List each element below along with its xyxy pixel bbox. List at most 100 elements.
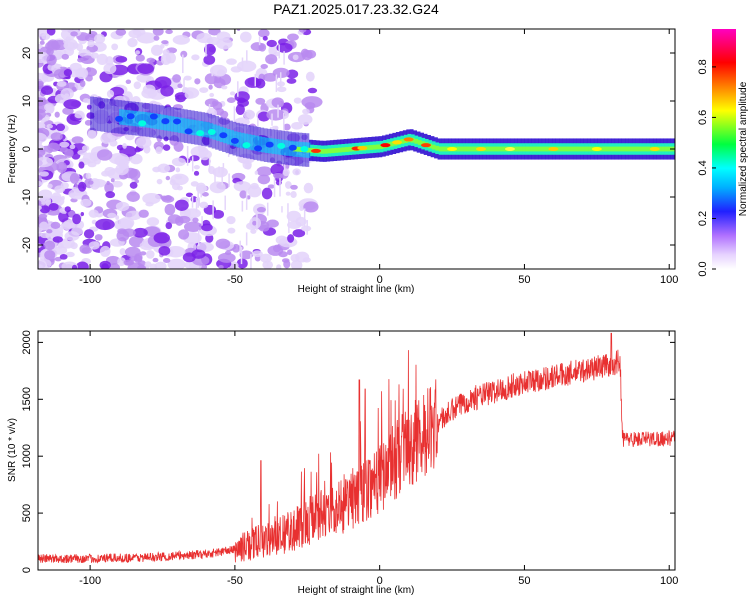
noise-blob [118,217,135,229]
noise-blob [200,155,209,161]
ridge-core [251,134,255,151]
ridge-peak [602,146,606,152]
noise-blob [177,83,183,89]
noise-blob [111,43,119,51]
ridge-peak [605,146,610,152]
ridge-peak [643,146,648,152]
noise-streak [195,197,198,213]
noise-blob [251,250,263,258]
noise-blob [201,192,209,197]
ridge-peak [546,146,551,152]
noise-blob [79,80,86,87]
ridge-halo [100,98,105,132]
noise-blob [180,50,188,58]
ridge-peak [348,146,353,152]
noise-blob [174,216,184,226]
noise-blob [281,258,290,263]
noise-blob [71,86,77,91]
noise-blob [183,221,203,233]
noise-blob [305,71,315,82]
ridge-peak [324,148,328,154]
noise-blob [116,229,130,242]
spectrogram-y-ticks: -20 -10 0 10 20 [21,47,675,253]
ridge-peak [612,146,617,152]
noise-streak [183,78,185,93]
noise-blob [165,52,177,64]
noise-blob [239,250,254,260]
noise-blob [88,241,100,250]
noise-blob [271,97,284,108]
noise-blob [88,209,99,218]
noise-blob [165,246,186,258]
ridge-core [139,111,144,127]
ridge-peak [463,146,467,152]
ridge-peak [629,146,634,152]
ridge-core [122,109,127,126]
noise-blob [282,168,290,177]
noise-blob [235,104,245,116]
ridge-peak [532,146,537,152]
noise-blob [201,223,213,232]
ridge-peak [296,146,301,152]
noise-blob [80,55,95,64]
noise-blob [143,145,151,154]
noise-blob [276,86,287,93]
noise-blob [197,144,206,153]
noise-blob [100,133,113,144]
noise-blob [78,161,85,169]
ridge-core [132,110,137,127]
noise-blob [266,39,277,48]
noise-streak [218,166,220,174]
y-tick-label: 2000 [21,330,33,354]
noise-blob [209,64,228,77]
noise-streak [241,57,244,70]
noise-blob [46,54,57,66]
snr-y-ticks: 0 500 1000 1500 2000 [21,330,675,573]
ridge-peak [563,146,568,152]
colorbar-tick-label: 0.0 [697,261,709,276]
noise-blob [112,180,123,188]
snr-series-line [38,332,675,564]
noise-blob [163,258,171,263]
ridge-peak [567,146,572,152]
noise-blob [217,252,236,263]
noise-blob [63,69,73,77]
noise-blob [152,257,159,263]
ridge-blob [172,118,181,125]
noise-blob [287,234,295,243]
noise-blob [63,99,81,110]
noise-blob [292,54,299,61]
noise-blob [137,63,154,74]
noise-blob [38,243,42,249]
ridge-blob [219,132,228,139]
noise-blob [109,263,120,269]
ridge-peak [431,144,436,150]
noise-streak [279,72,282,89]
noise-blob [257,174,271,185]
ridge-peak [414,138,419,144]
ridge-peak [615,146,620,152]
noise-blob [57,243,64,249]
noise-blob [59,254,68,260]
x-tick-label: 0 [377,575,383,587]
noise-blob [44,250,56,261]
noise-blob [172,74,182,83]
noise-blob [290,254,300,262]
colorbar-tick-label: 0.8 [697,59,709,74]
noise-blob [91,178,107,188]
noise-blob [77,149,87,156]
noise-blob [56,80,67,87]
ridge-peak [334,147,339,153]
ridge-peak [376,144,380,150]
noise-blob [38,148,46,157]
ridge-core [195,120,200,136]
y-tick-label: 500 [21,504,33,522]
ridge-core [150,112,155,129]
noise-blob [64,231,80,241]
noise-blob [54,245,68,255]
noise-blob [129,256,138,262]
noise-blob [39,221,49,231]
ridge-peak [456,146,460,152]
noise-blob [153,232,170,244]
